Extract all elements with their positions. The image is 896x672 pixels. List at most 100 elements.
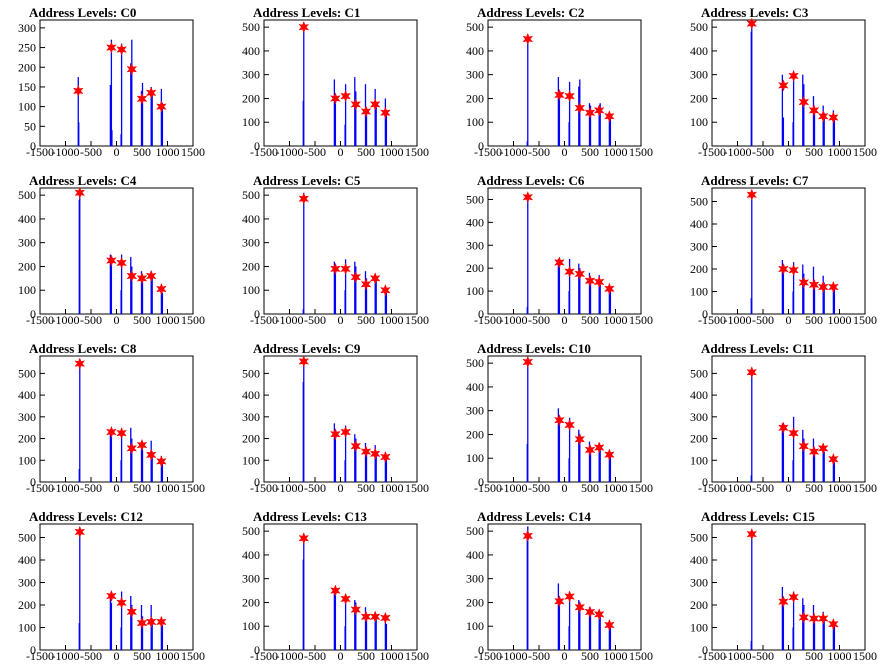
chart-panel: Address Levels: C5 0 100 200 300 400 500 -1500-… bbox=[224, 168, 448, 336]
peak-marker bbox=[155, 615, 167, 629]
peak-marker bbox=[74, 525, 86, 539]
y-tick-label: 300 bbox=[18, 21, 36, 35]
chart-svg: 0 100 200 300 400 500 -1500-1000 -500 0 500 1000 15… bbox=[690, 187, 877, 327]
x-tick-label: 500 bbox=[581, 145, 599, 159]
plot-frame bbox=[487, 19, 642, 147]
x-tick-label: -1000 bbox=[724, 145, 752, 159]
x-tick-label: -500 bbox=[528, 145, 550, 159]
plot-frame bbox=[711, 523, 866, 651]
x-tick-label: 1000 bbox=[380, 649, 404, 663]
chart-svg: 0 100 200 300 400 500 -1500-1000 -500 0 500 1000 15… bbox=[466, 355, 653, 495]
chart-svg: 0 100 200 300 400 500 -1500-1000 -500 0 500 1000 15… bbox=[466, 523, 653, 663]
chart-svg: 0 100 200 300 400 500 -1500-1000 -500 0 500 1000 15… bbox=[242, 187, 429, 327]
y-tick-label: 500 bbox=[242, 20, 260, 34]
peak-marker bbox=[564, 418, 575, 432]
chart-panel: Address Levels: C11 0 100 200 300 400 500 -1500… bbox=[672, 336, 896, 504]
peak-marker bbox=[788, 590, 799, 604]
x-tick-label: 1000 bbox=[604, 481, 628, 495]
y-tick-label: 300 bbox=[466, 68, 484, 82]
chart-title: Address Levels: C3 bbox=[701, 5, 809, 20]
y-tick-label: 200 bbox=[18, 598, 36, 612]
y-tick-label: 400 bbox=[466, 44, 484, 58]
peak-marker bbox=[298, 20, 310, 34]
x-tick-label: -1000 bbox=[500, 145, 528, 159]
y-tick-label: 400 bbox=[466, 215, 484, 229]
peak-marker bbox=[788, 263, 799, 277]
peak-marker bbox=[746, 527, 758, 541]
x-tick-label: -500 bbox=[80, 649, 102, 663]
peak-marker bbox=[746, 366, 758, 379]
peak-marker bbox=[360, 278, 372, 291]
y-tick-label: 300 bbox=[18, 576, 36, 590]
peak-marker bbox=[136, 92, 148, 105]
x-tick-label: 0 bbox=[114, 649, 120, 663]
y-tick-label: 300 bbox=[690, 576, 708, 590]
peak-marker bbox=[369, 272, 381, 285]
peak-marker bbox=[340, 425, 351, 439]
x-tick-label: -500 bbox=[528, 313, 550, 327]
peak-marker bbox=[808, 445, 820, 458]
x-tick-label: 1500 bbox=[853, 481, 877, 495]
y-tick-label: 0 bbox=[478, 475, 484, 489]
y-tick-label: 400 bbox=[242, 212, 260, 226]
peak-marker bbox=[564, 265, 575, 278]
peak-marker bbox=[379, 284, 391, 297]
y-tick-label: 200 bbox=[242, 91, 260, 105]
plot-frame bbox=[39, 187, 194, 315]
peak-marker bbox=[126, 62, 138, 76]
x-tick-label: -1000 bbox=[724, 481, 752, 495]
chart-title: Address Levels: C13 bbox=[253, 509, 367, 524]
peak-marker bbox=[574, 101, 586, 115]
x-tick-label: 1500 bbox=[405, 649, 429, 663]
peak-marker bbox=[360, 105, 372, 118]
peak-marker bbox=[72, 84, 84, 98]
chart-svg: 0 100 200 300 400 500 -1500-1000 -500 0 500 1000 15… bbox=[690, 355, 877, 495]
y-tick-label: 100 bbox=[690, 285, 708, 299]
x-tick-label: 500 bbox=[133, 313, 151, 327]
y-tick-label: 500 bbox=[466, 356, 484, 370]
y-tick-label: 100 bbox=[18, 100, 36, 114]
chart-panel: Address Levels: C4 0 100 200 300 400 500 -1500-… bbox=[0, 168, 224, 336]
chart-title: Address Levels: C6 bbox=[477, 173, 585, 188]
plot-frame bbox=[711, 187, 866, 315]
x-tick-label: 1500 bbox=[181, 313, 205, 327]
y-tick-label: 250 bbox=[18, 41, 36, 55]
y-tick-label: 0 bbox=[702, 139, 708, 153]
peak-marker bbox=[817, 280, 829, 294]
x-tick-label: -1000 bbox=[52, 145, 80, 159]
x-tick-label: 500 bbox=[581, 313, 599, 327]
x-tick-label: -1500 bbox=[26, 313, 54, 327]
y-tick-label: 400 bbox=[18, 553, 36, 567]
chart-svg: 0 100 200 300 400 500 -1500-1000 -500 0 500 1000 15… bbox=[242, 19, 429, 159]
x-tick-label: -1000 bbox=[276, 313, 304, 327]
peak-marker bbox=[564, 590, 575, 603]
peak-marker bbox=[778, 595, 789, 608]
y-tick-label: 100 bbox=[18, 283, 36, 297]
y-tick-label: 100 bbox=[690, 621, 708, 635]
peak-marker bbox=[522, 355, 534, 369]
x-tick-label: -1000 bbox=[52, 481, 80, 495]
chart-svg: 0 100 200 300 400 500 -1500-1000 -500 0 500 1000 15… bbox=[18, 523, 205, 663]
y-tick-label: 200 bbox=[242, 259, 260, 273]
plot-frame bbox=[487, 355, 642, 483]
plot-frame bbox=[711, 19, 866, 147]
peak-marker bbox=[106, 589, 117, 603]
chart-svg: 0 100 200 300 400 500 -1500-1000 -500 0 500 1000 15… bbox=[242, 355, 429, 495]
peak-marker bbox=[808, 612, 820, 625]
peak-marker bbox=[330, 262, 341, 276]
chart-svg: 0 100 200 300 400 500 -1500-1000 -500 0 500 1000 15… bbox=[466, 187, 653, 327]
peak-marker bbox=[808, 104, 820, 117]
peak-marker bbox=[126, 442, 138, 455]
x-tick-label: -1000 bbox=[500, 649, 528, 663]
x-tick-label: 0 bbox=[786, 313, 792, 327]
y-tick-label: 300 bbox=[242, 68, 260, 82]
peak-marker bbox=[106, 254, 117, 267]
chart-title: Address Levels: C15 bbox=[701, 509, 815, 524]
peak-marker bbox=[74, 186, 86, 199]
y-tick-label: 300 bbox=[690, 240, 708, 254]
y-tick-label: 300 bbox=[242, 572, 260, 586]
peak-marker bbox=[298, 355, 310, 368]
y-tick-label: 500 bbox=[690, 531, 708, 545]
peak-marker bbox=[554, 595, 565, 608]
